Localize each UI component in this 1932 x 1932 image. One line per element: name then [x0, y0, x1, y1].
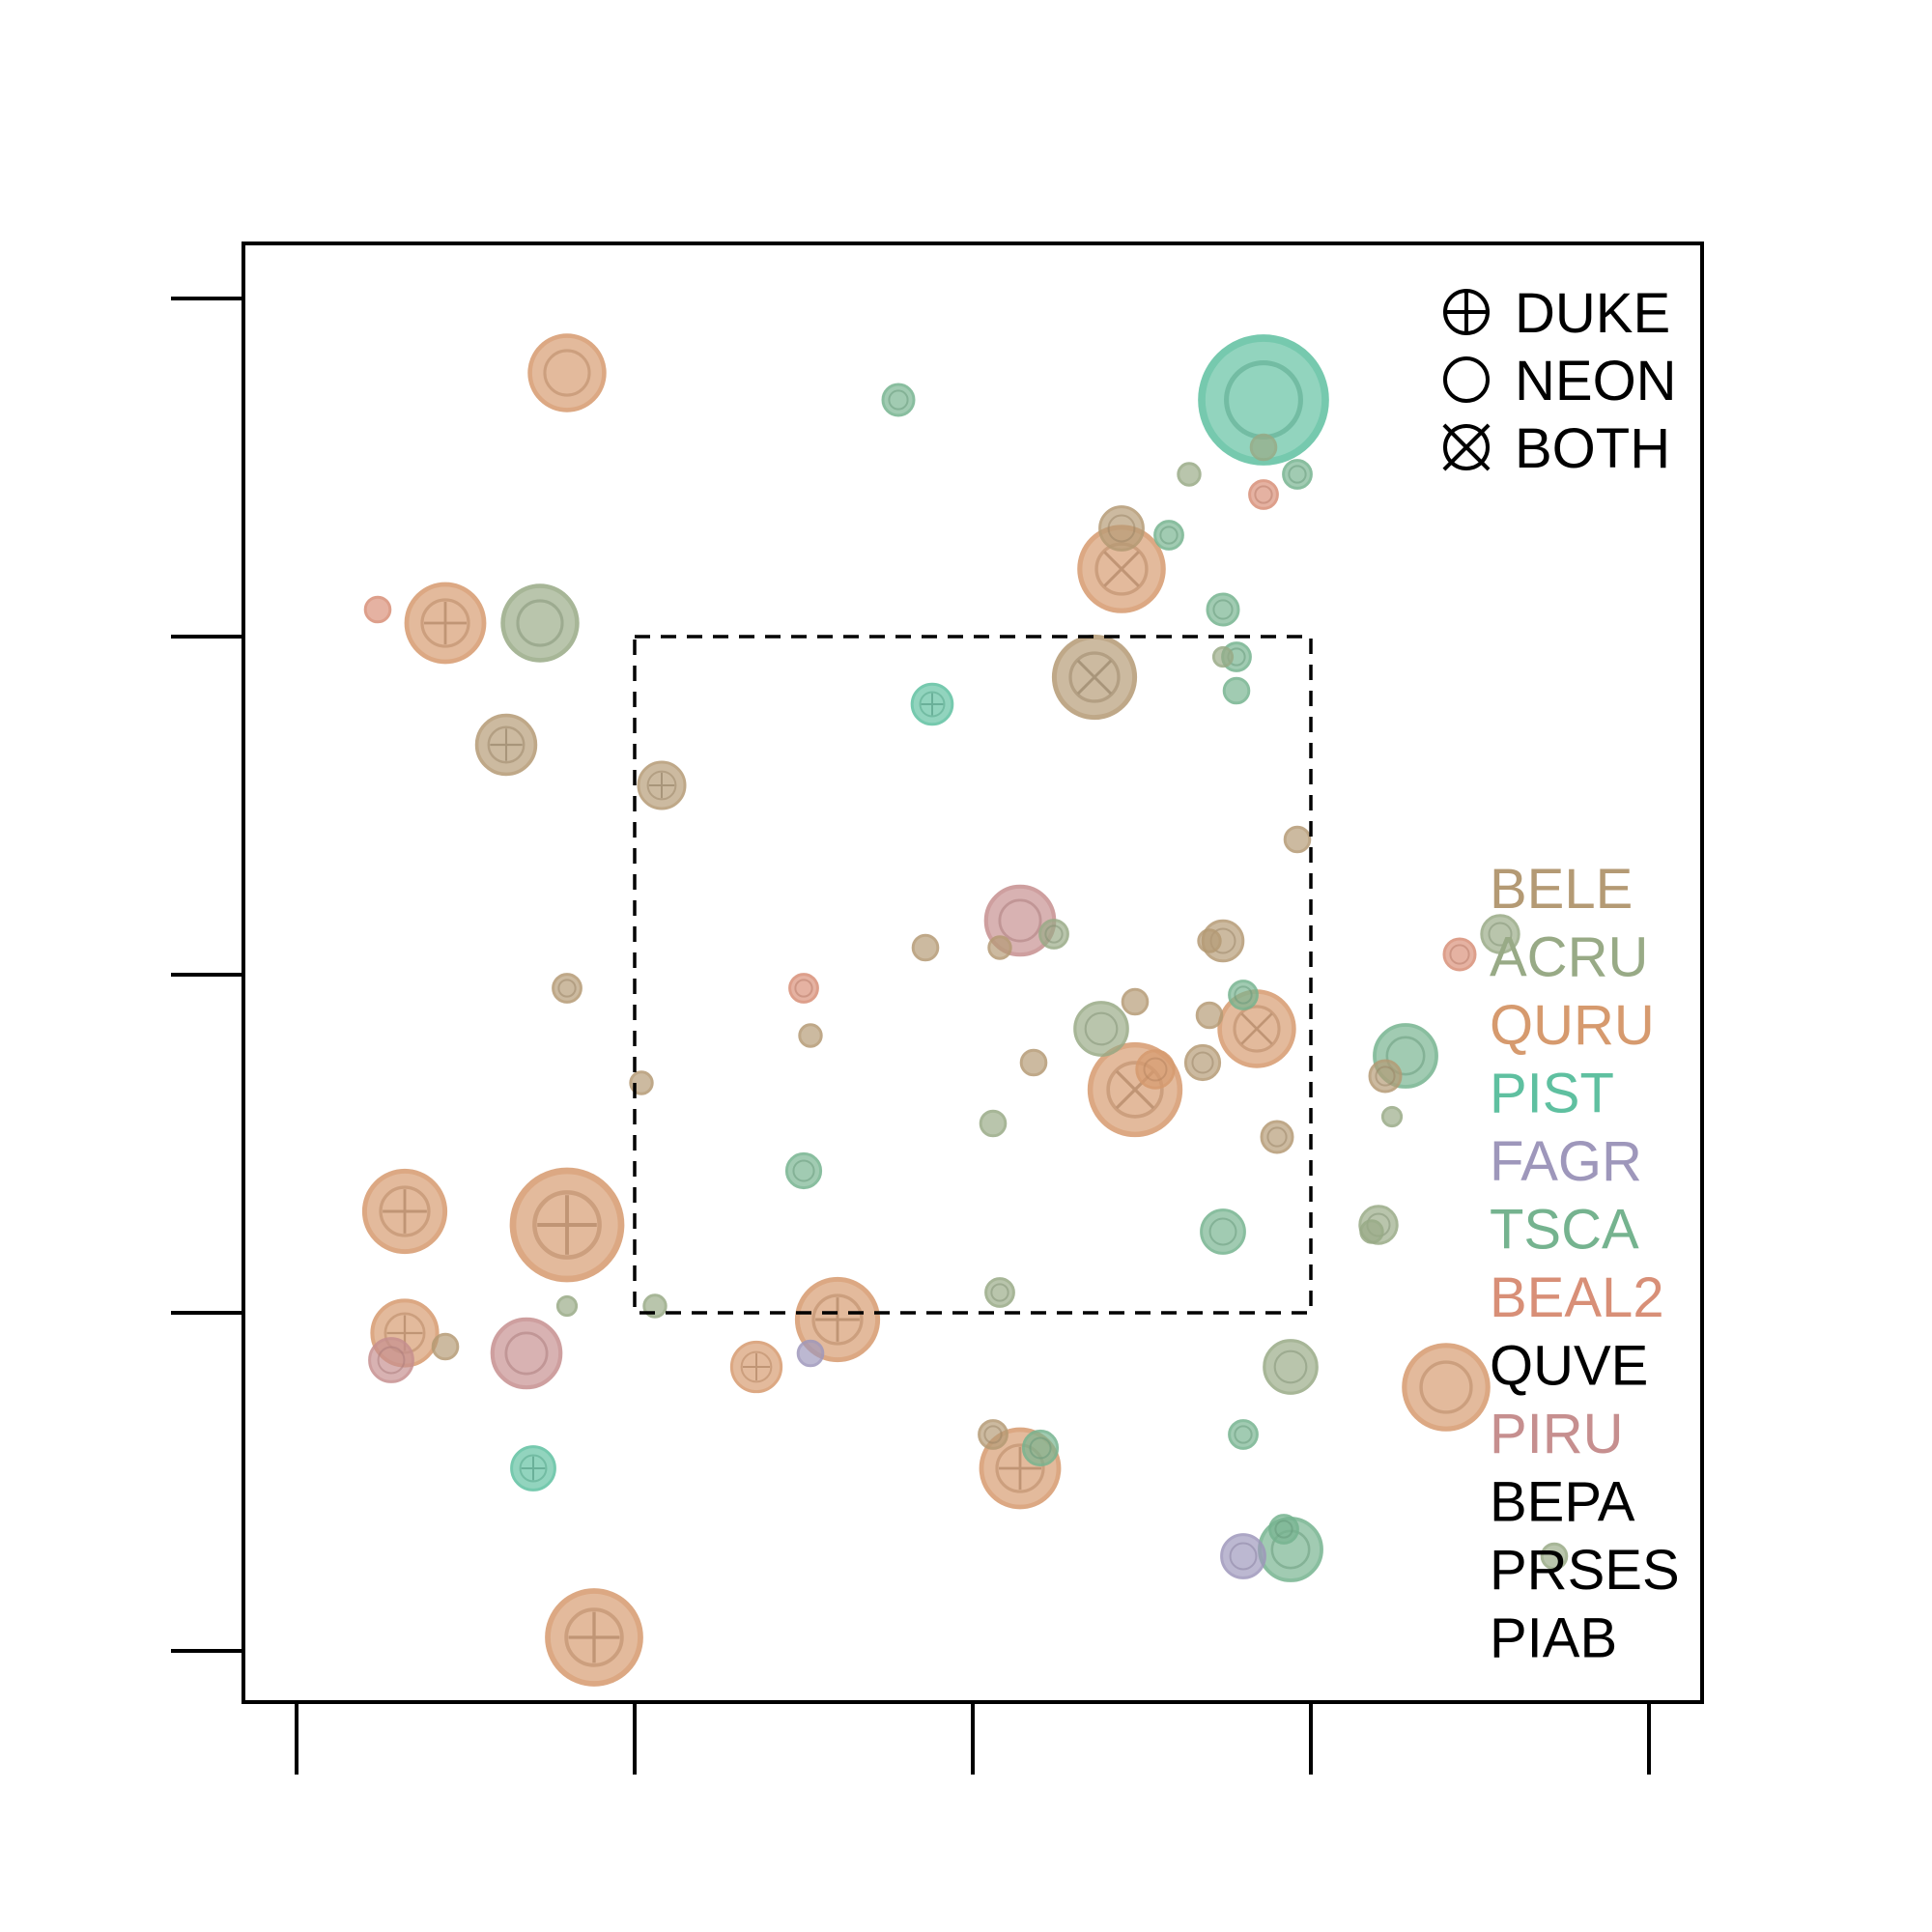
species-legend-bele: BELE: [1490, 858, 1633, 921]
point-pist-duke: [510, 1445, 556, 1492]
point-bele-neon: [1098, 505, 1145, 552]
point-tsca-neon: [1228, 1419, 1259, 1450]
point-acru-neon: [1177, 462, 1202, 487]
point-acru-neon: [1380, 1105, 1404, 1128]
legend-label: BOTH: [1515, 417, 1670, 480]
point-quru-duke: [545, 1588, 643, 1687]
point-bele-neon: [1183, 1043, 1222, 1082]
species-legend: BELEACRUQURUPISTFAGRTSCABEAL2QUVEPIRUBEP…: [1490, 858, 1680, 1670]
point-quru-duke: [729, 1340, 783, 1394]
point-bele-duke: [637, 760, 687, 810]
species-legend-bepa: BEPA: [1490, 1471, 1635, 1534]
point-bele-neon: [1019, 1048, 1048, 1077]
species-legend-beal2: BEAL2: [1490, 1266, 1664, 1329]
point-bele-neon: [1368, 1059, 1403, 1094]
point-bele-neon: [1195, 1001, 1224, 1030]
point-fagr-neon: [796, 1339, 825, 1368]
point-acru-neon: [1359, 1219, 1384, 1244]
plot-frame: [242, 242, 1704, 1704]
point-acru-neon: [1263, 1339, 1319, 1395]
species-legend-tsca: TSCA: [1490, 1199, 1639, 1262]
point-acru-neon: [1211, 645, 1235, 668]
species-legend-quve: QUVE: [1490, 1335, 1648, 1398]
point-bele-duke: [474, 713, 538, 777]
legend-neon-item: NEON: [1443, 350, 1677, 412]
point-quru-neon: [1402, 1343, 1491, 1432]
species-legend-acru: ACRU: [1490, 926, 1648, 989]
species-legend-quru: QURU: [1490, 994, 1655, 1057]
circle-symbol-icon: [1443, 356, 1490, 403]
point-tsca-neon: [881, 383, 916, 417]
point-bele-neon: [431, 1332, 460, 1361]
point-piru-neon: [368, 1337, 414, 1383]
point-beal2-neon: [1442, 937, 1477, 972]
data-points: [361, 333, 1569, 1687]
point-acru-neon: [1480, 914, 1520, 954]
point-acru-neon: [1073, 1001, 1129, 1057]
point-acru-neon: [979, 1109, 1008, 1138]
point-bele-neon: [798, 1023, 823, 1048]
point-tsca-neon: [1021, 1429, 1060, 1467]
species-legend-piab: PIAB: [1490, 1607, 1617, 1670]
species-legend-piru: PIRU: [1490, 1403, 1624, 1465]
point-bele-neon: [987, 935, 1012, 960]
point-bele-neon: [978, 1419, 1009, 1450]
point-bele-neon: [1260, 1120, 1294, 1154]
point-bele-neon: [911, 933, 940, 962]
species-legend-prses: PRSES: [1490, 1539, 1680, 1602]
point-bele-both: [1051, 634, 1138, 721]
point-quru-duke: [361, 1168, 448, 1255]
highlight-region: [633, 635, 1313, 1315]
point-tsca-neon: [1282, 459, 1313, 490]
point-tsca-neon: [1153, 520, 1184, 551]
point-quru-duke: [509, 1167, 625, 1283]
point-quru-both: [1077, 525, 1166, 613]
point-acru-neon: [1540, 1542, 1569, 1571]
point-beal2-neon: [363, 595, 392, 624]
legend-duke-item: DUKE: [1443, 282, 1670, 345]
point-pist-duke: [910, 682, 954, 726]
point-beal2-neon: [1248, 479, 1279, 510]
point-bele-neon: [1197, 928, 1222, 953]
point-pist-neon: [1198, 334, 1329, 466]
point-tsca-neon: [784, 1151, 823, 1190]
point-tsca-neon: [1206, 592, 1240, 627]
point-acru-neon: [984, 1277, 1015, 1308]
point-piru-neon: [490, 1317, 563, 1390]
point-acru-neon: [1249, 433, 1278, 462]
species-legend-pist: PIST: [1490, 1063, 1614, 1125]
point-tsca-neon: [1222, 676, 1251, 705]
point-beal2-neon: [788, 973, 819, 1004]
point-quru-neon: [1135, 1049, 1176, 1090]
point-bele-neon: [1121, 987, 1150, 1016]
point-bele-neon: [552, 973, 582, 1004]
point-quru-neon: [527, 333, 607, 412]
point-tsca-neon: [1200, 1208, 1246, 1255]
point-quru-duke: [794, 1276, 881, 1363]
legend-label: DUKE: [1515, 282, 1670, 345]
species-legend-fagr: FAGR: [1490, 1130, 1642, 1193]
point-fagr-neon: [1220, 1533, 1266, 1579]
point-tsca-neon: [1268, 1514, 1299, 1545]
axis-ticks: [171, 297, 1651, 1775]
point-acru-neon: [500, 583, 580, 663]
point-tsca-neon: [1228, 980, 1259, 1010]
cross-symbol-icon: [1443, 424, 1490, 470]
point-bele-neon: [1283, 825, 1312, 854]
point-quru-duke: [404, 582, 487, 665]
legend-label: NEON: [1515, 350, 1677, 412]
point-acru-neon: [1038, 919, 1069, 950]
legend-both-item: BOTH: [1442, 417, 1670, 480]
point-acru-neon: [555, 1294, 579, 1318]
